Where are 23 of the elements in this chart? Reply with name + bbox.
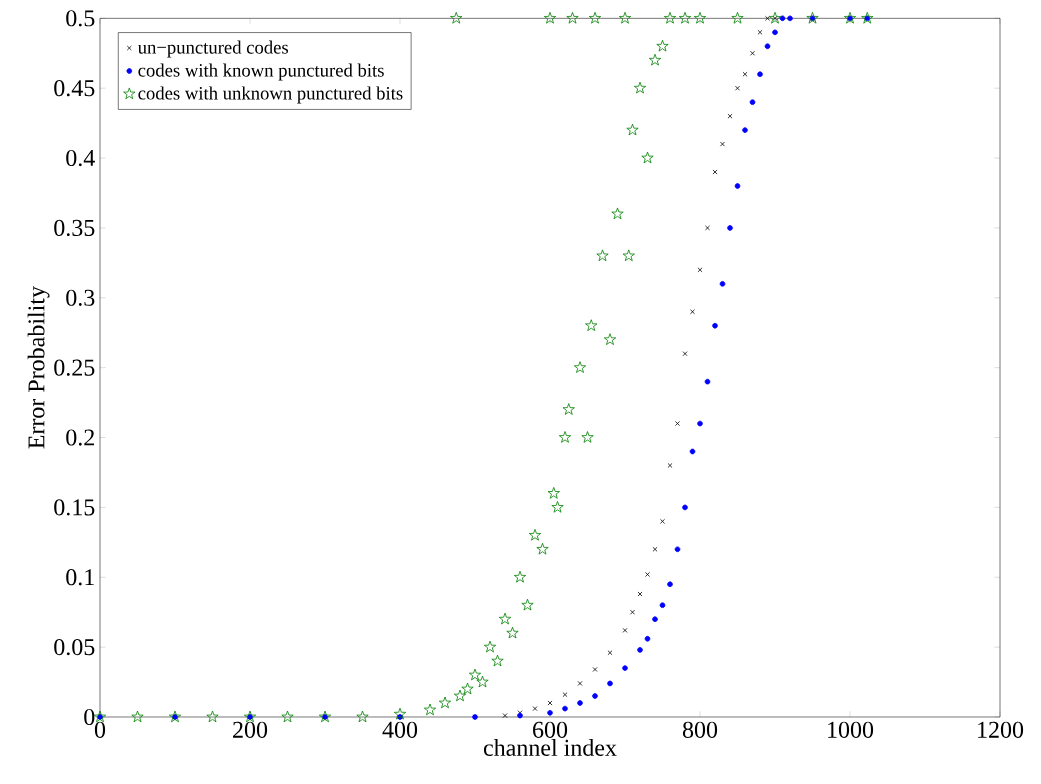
- x-axis-title: channel index: [483, 739, 617, 756]
- y-tick-label: 0.15: [54, 499, 95, 516]
- y-axis-title: Error Probability: [27, 286, 50, 449]
- y-tick-label: 0.1: [66, 569, 94, 586]
- y-tick-label: 0.2: [66, 429, 94, 446]
- x-tick-label: 800: [682, 721, 718, 738]
- y-tick-label: 0.25: [54, 359, 95, 376]
- x-tick-label: 1200: [978, 721, 1024, 738]
- legend-label: codes with known punctured bits: [138, 63, 384, 81]
- legend-label: un−punctured codes: [137, 40, 289, 58]
- y-tick-label: 0: [84, 708, 95, 726]
- x-tick-label: 400: [382, 721, 418, 738]
- y-tick-label: 0.3: [66, 289, 95, 306]
- y-tick-label: 0.5: [66, 10, 95, 27]
- x-tick-label: 200: [233, 721, 268, 738]
- x-tick-label: 0: [94, 721, 106, 738]
- y-tick-label: 0.45: [54, 80, 95, 97]
- legend-label: codes with unknown punctured bits: [138, 86, 403, 104]
- y-tick-label: 0.05: [54, 638, 95, 656]
- y-tick-label: 0.35: [54, 219, 95, 237]
- x-tick-label: 1000: [828, 721, 874, 738]
- y-tick-label: 0.4: [66, 149, 95, 167]
- x-tick-label: 600: [533, 721, 568, 738]
